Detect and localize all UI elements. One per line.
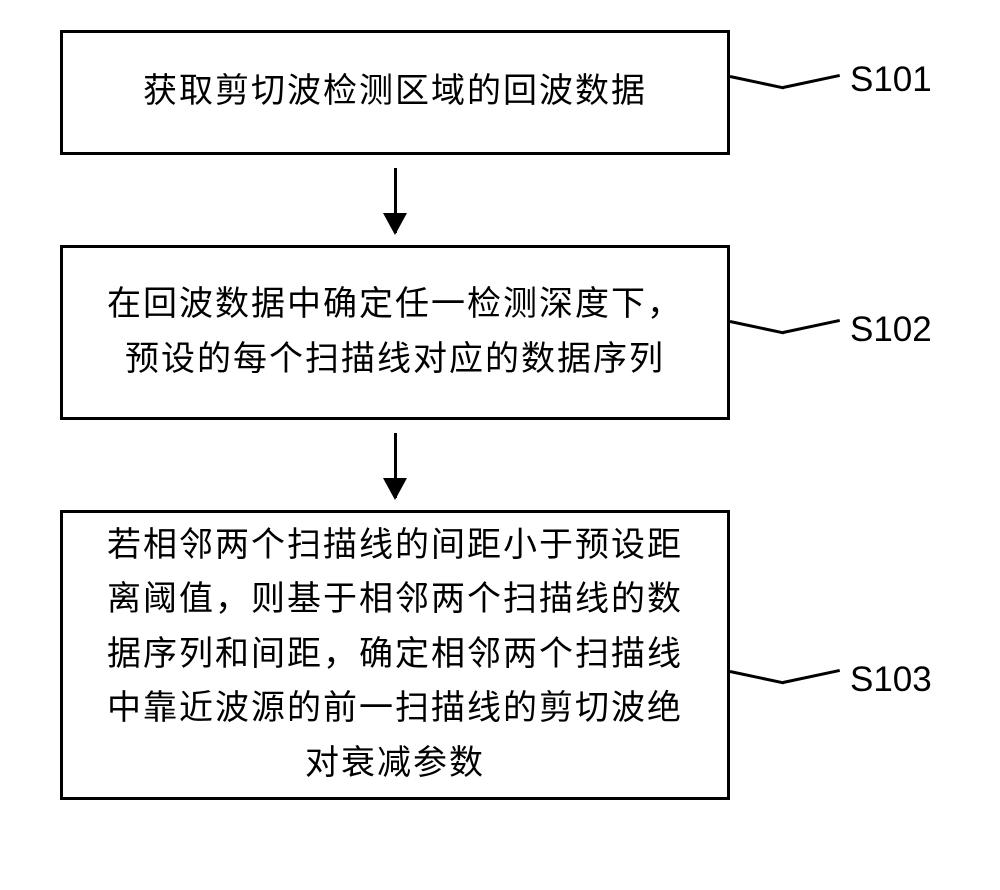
- arrow-2-container: [60, 420, 730, 510]
- flowchart-step-3: 若相邻两个扫描线的间距小于预设距离阈值，则基于相邻两个扫描线的数据序列和间距，确…: [60, 510, 730, 800]
- flowchart-step-2: 在回波数据中确定任一检测深度下，预设的每个扫描线对应的数据序列: [60, 245, 730, 420]
- step-label-2: S102: [850, 310, 932, 350]
- arrow-2: [394, 433, 397, 498]
- step-3-text: 若相邻两个扫描线的间距小于预设距离阈值，则基于相邻两个扫描线的数据序列和间距，确…: [93, 519, 697, 791]
- step-1-text: 获取剪切波检测区域的回波数据: [143, 65, 647, 119]
- step-label-1: S101: [850, 60, 932, 100]
- step-label-3: S103: [850, 660, 932, 700]
- arrow-1: [394, 168, 397, 233]
- flowchart-container: 获取剪切波检测区域的回波数据 在回波数据中确定任一检测深度下，预设的每个扫描线对…: [60, 30, 940, 800]
- step-2-text: 在回波数据中确定任一检测深度下，预设的每个扫描线对应的数据序列: [93, 278, 697, 387]
- flowchart-step-1: 获取剪切波检测区域的回波数据: [60, 30, 730, 155]
- arrow-1-container: [60, 155, 730, 245]
